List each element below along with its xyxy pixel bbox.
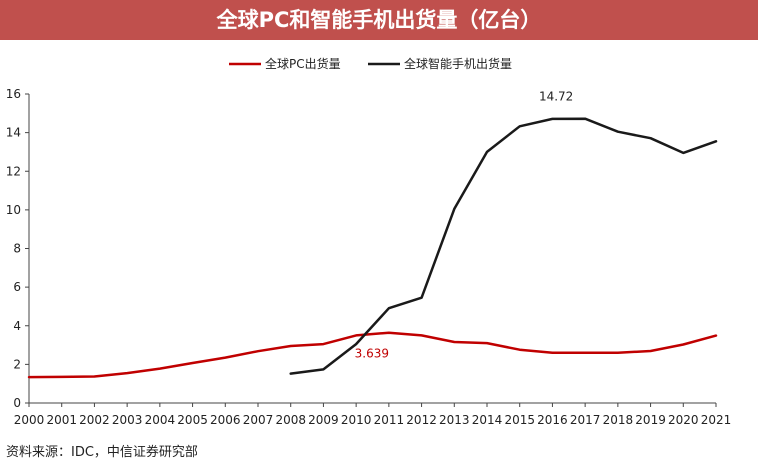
chart-title: 全球PC和智能手机出货量（亿台） bbox=[0, 0, 758, 40]
x-tick-label: 2002 bbox=[79, 413, 110, 427]
x-tick-label: 2017 bbox=[570, 413, 601, 427]
chart-legend: 全球PC出货量 全球智能手机出货量 bbox=[229, 56, 512, 71]
x-tick-label: 2007 bbox=[243, 413, 274, 427]
x-tick-label: 2011 bbox=[374, 413, 405, 427]
x-tick-label: 2020 bbox=[668, 413, 699, 427]
x-tick-label: 2001 bbox=[46, 413, 77, 427]
series-line-1 bbox=[289, 117, 718, 375]
chart-series bbox=[27, 117, 718, 379]
y-tick-label: 16 bbox=[6, 87, 21, 101]
y-tick-label: 12 bbox=[6, 164, 21, 178]
y-tick-label: 14 bbox=[6, 126, 21, 140]
legend-label: 全球智能手机出货量 bbox=[404, 56, 512, 71]
x-tick-label: 2008 bbox=[275, 413, 306, 427]
series-line-0 bbox=[27, 331, 718, 379]
x-tick-label: 2010 bbox=[341, 413, 372, 427]
x-tick-label: 2005 bbox=[177, 413, 208, 427]
x-tick-label: 2003 bbox=[112, 413, 143, 427]
x-tick-label: 2006 bbox=[210, 413, 241, 427]
x-tick-label: 2012 bbox=[406, 413, 437, 427]
x-tick-label: 2009 bbox=[308, 413, 339, 427]
x-tick-label: 2014 bbox=[472, 413, 503, 427]
y-tick-label: 6 bbox=[13, 280, 21, 294]
chart-annotations: 14.72 3.639 bbox=[355, 90, 574, 361]
x-tick-label: 2013 bbox=[439, 413, 470, 427]
legend-label: 全球PC出货量 bbox=[265, 56, 341, 71]
y-tick-label: 4 bbox=[13, 319, 21, 333]
x-tick-label: 2016 bbox=[537, 413, 568, 427]
x-tick-label: 2019 bbox=[635, 413, 666, 427]
y-tick-label: 2 bbox=[13, 357, 21, 371]
x-tick-label: 2000 bbox=[14, 413, 45, 427]
data-label: 3.639 bbox=[355, 347, 389, 361]
y-tick-label: 8 bbox=[13, 242, 21, 256]
x-tick-label: 2015 bbox=[504, 413, 535, 427]
y-tick-label: 10 bbox=[6, 203, 21, 217]
data-label: 14.72 bbox=[539, 90, 573, 104]
x-tick-label: 2021 bbox=[701, 413, 732, 427]
x-tick-label: 2018 bbox=[603, 413, 634, 427]
source-note: 资料来源：IDC，中信证券研究部 bbox=[6, 445, 198, 460]
x-tick-label: 2004 bbox=[145, 413, 176, 427]
y-tick-label: 0 bbox=[13, 396, 21, 410]
